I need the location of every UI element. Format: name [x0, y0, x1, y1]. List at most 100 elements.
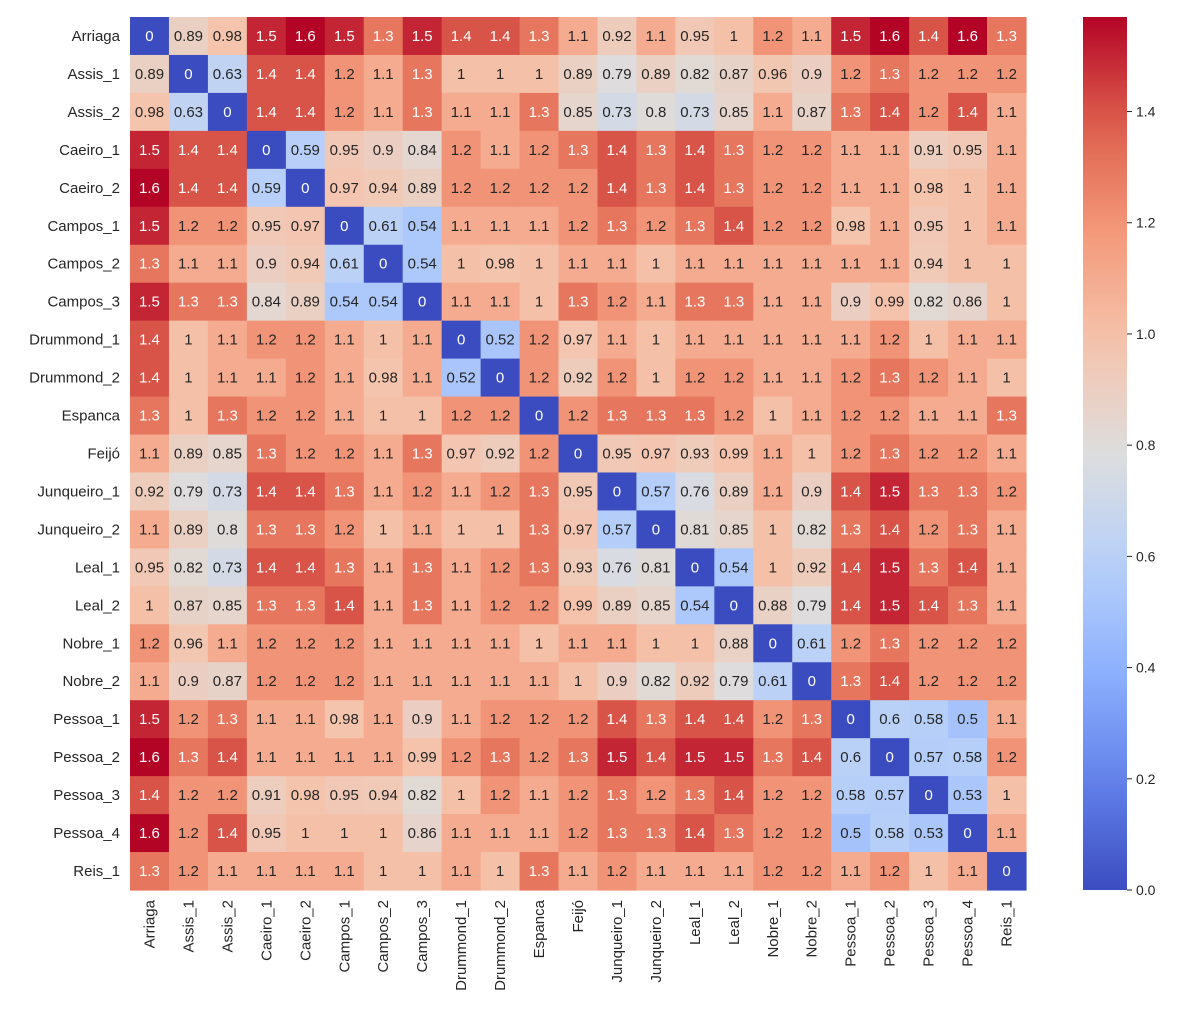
heatmap-cell — [714, 206, 754, 246]
y-tick-label: Nobre_1 — [62, 635, 120, 652]
cell-label: 1.1 — [295, 711, 316, 728]
heatmap-cell — [675, 244, 715, 284]
cell-label: 0.79 — [797, 597, 826, 614]
heatmap-cell — [363, 814, 404, 853]
heatmap-cell — [130, 17, 170, 56]
cell-label: 0.93 — [680, 446, 709, 463]
cell-label: 1.2 — [840, 370, 861, 387]
cell-label: 1.1 — [490, 673, 511, 690]
heatmap-cell — [441, 776, 482, 815]
cell-label: 1.1 — [490, 825, 511, 842]
cell-label: 1.4 — [295, 66, 316, 83]
heatmap-cell — [324, 434, 365, 474]
cell-label: 1 — [496, 863, 504, 880]
cell-label: 1.6 — [879, 28, 900, 45]
heatmap-cell — [285, 358, 326, 398]
cell-label: 1.4 — [256, 66, 277, 83]
heatmap-cell — [363, 358, 404, 398]
cell-label: 1.3 — [879, 635, 900, 652]
cell-label: 1.1 — [762, 104, 783, 121]
heatmap-cell — [636, 624, 676, 663]
cell-label: 1.1 — [529, 825, 550, 842]
heatmap-cell — [363, 206, 404, 246]
cell-label: 0 — [457, 332, 465, 349]
heatmap-cell — [558, 244, 599, 284]
colorbar-tick-label: 1.2 — [1136, 215, 1156, 231]
heatmap-cell — [675, 776, 715, 815]
heatmap-cell — [636, 244, 676, 284]
heatmap-cell — [363, 17, 404, 56]
heatmap-cell — [909, 434, 949, 474]
y-tick-label: Caeiro_2 — [59, 180, 120, 197]
heatmap-cell — [558, 662, 599, 701]
heatmap-cell — [597, 396, 638, 436]
cell-label: 1.1 — [645, 863, 666, 880]
cell-label: 1.4 — [139, 332, 160, 349]
cell-label: 1.3 — [918, 559, 939, 576]
cell-label: 0 — [963, 825, 971, 842]
x-tick-label: Leal_2 — [726, 900, 743, 945]
heatmap-cell — [441, 320, 482, 360]
cell-label: 1.3 — [684, 218, 705, 235]
heatmap-cell — [402, 814, 443, 853]
cell-label: 0.89 — [641, 66, 670, 83]
cell-label: 1 — [963, 218, 971, 235]
heatmap-cell — [714, 548, 754, 587]
heatmap-cell — [909, 282, 949, 322]
cell-label: 0.97 — [447, 446, 476, 463]
cell-label: 0.91 — [914, 142, 943, 159]
heatmap-cell — [207, 586, 248, 625]
cell-label: 1.1 — [723, 863, 744, 880]
heatmap-cell — [753, 358, 793, 398]
cell-label: 1.2 — [723, 370, 744, 387]
heatmap-cell — [519, 814, 560, 853]
heatmap-cell — [909, 586, 949, 625]
cell-label: 0.99 — [719, 446, 748, 463]
cell-label: 1.1 — [801, 370, 822, 387]
cell-label: 0.95 — [680, 28, 709, 45]
cell-label: 1.1 — [139, 446, 160, 463]
cell-label: 0.99 — [563, 597, 592, 614]
heatmap-cell — [519, 244, 560, 284]
heatmap-cell — [246, 434, 287, 474]
heatmap-cell — [558, 776, 599, 815]
y-tick-label: Feijó — [87, 446, 120, 463]
heatmap-cell — [909, 662, 949, 701]
heatmap-cell — [246, 206, 287, 246]
heatmap-cell — [597, 472, 638, 512]
heatmap-cell — [402, 206, 443, 246]
heatmap-cell — [402, 396, 443, 436]
cell-label: 1.2 — [762, 711, 783, 728]
cell-label: 0 — [301, 180, 309, 197]
heatmap-cell — [480, 852, 521, 891]
cell-label: 0.92 — [135, 483, 164, 500]
cell-label: 1.1 — [451, 559, 472, 576]
heatmap-cell — [987, 17, 1027, 56]
y-tick-label: Nobre_2 — [62, 673, 120, 690]
cell-label: 1.2 — [996, 749, 1017, 766]
heatmap-cell — [675, 586, 715, 625]
y-tick-label: Campos_3 — [47, 294, 120, 311]
heatmap-cell — [792, 852, 832, 891]
cell-label: 0 — [808, 673, 816, 690]
heatmap-cell — [480, 282, 521, 322]
heatmap-cell — [558, 624, 599, 663]
cell-label: 1.3 — [684, 408, 705, 425]
heatmap-cell — [987, 54, 1027, 94]
heatmap-cell — [870, 700, 910, 739]
cell-label: 1.5 — [840, 28, 861, 45]
heatmap-cell — [870, 738, 910, 777]
heatmap-cell — [909, 92, 949, 132]
heatmap-cell — [597, 586, 638, 625]
cell-label: 1.2 — [840, 446, 861, 463]
cell-label: 1.1 — [607, 635, 628, 652]
heatmap-cell — [285, 472, 326, 512]
cell-label: 1.1 — [996, 825, 1017, 842]
cell-label: 0.6 — [879, 711, 900, 728]
heatmap-cell — [324, 168, 365, 208]
cell-label: 1.2 — [295, 408, 316, 425]
heatmap-cell — [246, 814, 287, 853]
cell-label: 1.2 — [879, 332, 900, 349]
colorbar-tick-label: 1.0 — [1136, 326, 1156, 342]
heatmap-cell — [402, 586, 443, 625]
